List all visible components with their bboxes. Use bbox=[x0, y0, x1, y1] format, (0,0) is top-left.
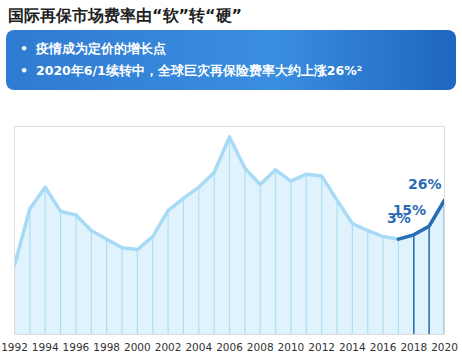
svg-text:2000: 2000 bbox=[124, 341, 151, 353]
svg-text:1992: 1992 bbox=[1, 341, 28, 353]
html-text:2020年6/1续转中，全球巨灾再保险费率大约上涨26%²: 2020年6/1续转中，全球巨灾再保险费率大约上涨26%² bbox=[36, 63, 363, 78]
svg-text:1998: 1998 bbox=[93, 341, 120, 353]
svg-text:1994: 1994 bbox=[32, 341, 59, 353]
svg-text:2002: 2002 bbox=[155, 341, 182, 353]
svg-text:2004: 2004 bbox=[185, 341, 212, 353]
svg-text:2018: 2018 bbox=[400, 341, 427, 353]
svg-text:2016: 2016 bbox=[370, 341, 397, 353]
svg-text:2010: 2010 bbox=[278, 341, 305, 353]
svg-text:2012: 2012 bbox=[308, 341, 335, 353]
svg-text:2020: 2020 bbox=[431, 341, 458, 353]
svg-text:15%: 15% bbox=[393, 202, 427, 218]
svg-text:3%: 3% bbox=[387, 210, 411, 227]
svg-text:1996: 1996 bbox=[63, 341, 90, 353]
html-text:国际再保市场费率由“软”转“硬”: 国际再保市场费率由“软”转“硬” bbox=[8, 6, 243, 25]
svg-text:26%: 26% bbox=[408, 176, 442, 192]
html-text:疫情成为定价的增长点: 疫情成为定价的增长点 bbox=[36, 41, 166, 56]
svg-text:2006: 2006 bbox=[216, 341, 243, 353]
svg-text:2014: 2014 bbox=[339, 341, 366, 353]
svg-text:2008: 2008 bbox=[247, 341, 274, 353]
